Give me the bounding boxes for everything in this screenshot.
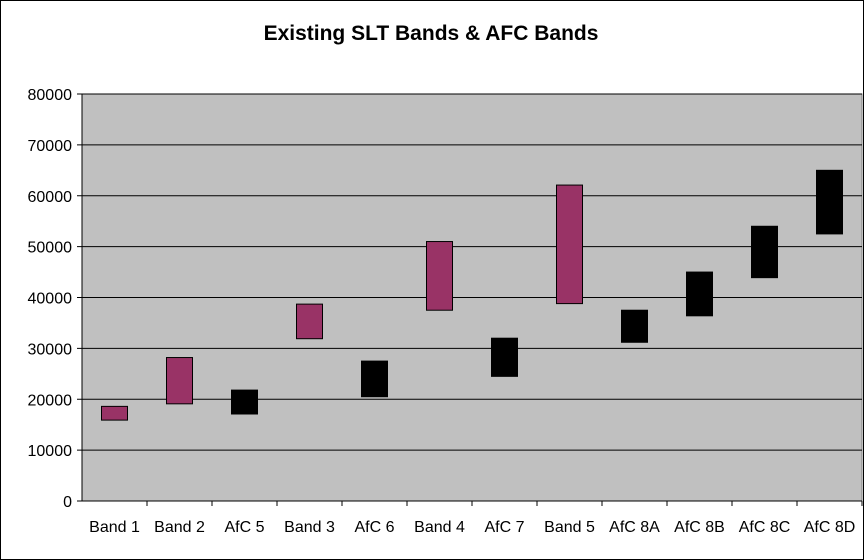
x-tick-label: Band 1	[89, 519, 140, 536]
bar-band-5	[556, 184, 583, 305]
y-tick-label: 60000	[28, 189, 73, 206]
bars	[101, 169, 843, 421]
bar-band-4	[426, 241, 453, 311]
x-tick-label: Band 2	[154, 519, 205, 536]
x-tick-label: AfC 6	[354, 519, 394, 536]
y-tick-label: 0	[63, 494, 72, 511]
y-tick-label: 70000	[28, 138, 73, 155]
y-axis-ticks: 0 10000 20000 30000 40000 50000 60000 70000 8000…	[28, 87, 82, 511]
x-tick-label: Band 3	[284, 519, 335, 536]
x-tick-label: AfC 8C	[739, 519, 791, 536]
bar-afc-8d	[816, 169, 843, 235]
bar-band-2	[166, 357, 193, 405]
x-axis-ticks: Band 1 Band 2 AfC 5 Band 3 AfC 6 Band 4 AfC 7 B…	[89, 501, 863, 536]
y-tick-label: 80000	[28, 87, 73, 104]
bar-afc-6	[361, 360, 388, 398]
y-tick-label: 50000	[28, 240, 73, 257]
bar-afc-8b	[686, 271, 713, 317]
bar-afc-8a	[621, 309, 648, 343]
x-tick-label: AfC 8A	[609, 519, 660, 536]
x-tick-label: AfC 8D	[804, 519, 856, 536]
bar-band-3	[296, 303, 323, 340]
y-tick-label: 10000	[28, 443, 73, 460]
x-tick-label: AfC 5	[224, 519, 264, 536]
bar-afc-7	[491, 337, 518, 377]
bar-afc-8c	[751, 225, 778, 279]
x-tick-label: Band 5	[544, 519, 595, 536]
x-tick-label: Band 4	[414, 519, 465, 536]
x-tick-label: AfC 7	[484, 519, 524, 536]
x-tick-label: AfC 8B	[674, 519, 725, 536]
bar-band-1	[101, 405, 128, 421]
y-tick-label: 20000	[28, 392, 73, 409]
y-tick-label: 30000	[28, 341, 73, 358]
y-tick-label: 40000	[28, 291, 73, 308]
gridlines	[82, 93, 862, 451]
bar-afc-5	[231, 389, 258, 415]
chart-title: Existing SLT Bands & AFC Bands	[264, 22, 599, 45]
